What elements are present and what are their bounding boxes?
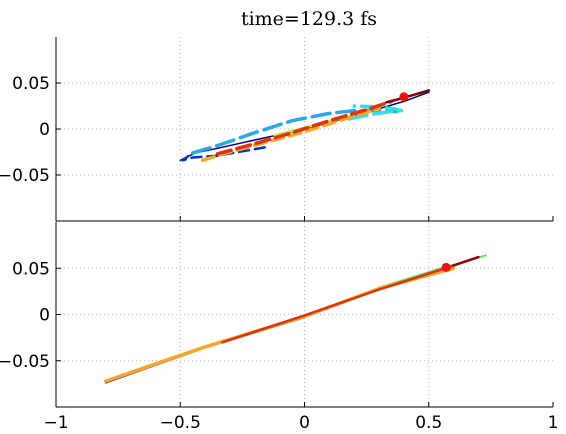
chart-title: time=129.3 fs	[241, 8, 377, 30]
x-tick-label: −1	[43, 413, 68, 433]
panel-bottom: −0.05 0 0.05 −1 −0.5 0 0.5 1	[0, 222, 558, 433]
x-tick-label: 0	[299, 413, 310, 433]
x-tick-label: 1	[548, 413, 559, 433]
current-position-marker	[399, 92, 409, 102]
x-tick-label: −0.5	[160, 413, 201, 433]
series-line-7	[215, 99, 394, 156]
panel-top: −0.05 0 0.05	[0, 37, 554, 222]
y-tick-label: 0	[39, 120, 50, 140]
y-tick-label: 0.05	[12, 74, 50, 94]
y-tick-label: 0	[39, 306, 50, 326]
current-position-marker	[441, 262, 451, 272]
y-tick-label: −0.05	[0, 352, 50, 372]
y-tick-label: 0.05	[12, 259, 50, 279]
x-tick-label: 0.5	[415, 413, 442, 433]
series-line-2	[181, 146, 266, 162]
y-tick-label: −0.05	[0, 166, 50, 186]
series-line-4	[221, 264, 455, 344]
series-line-5	[452, 255, 480, 267]
